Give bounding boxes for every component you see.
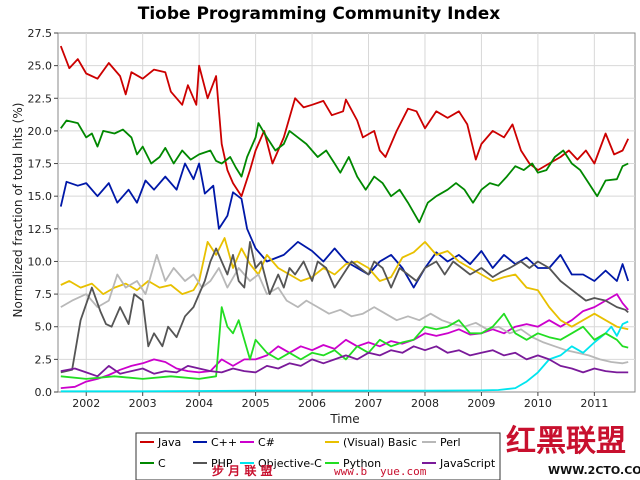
x-tick-label: 2004 [185,397,213,410]
x-tick-label: 2011 [580,397,608,410]
x-tick-label: 2003 [129,397,157,410]
x-axis-ticks: 2002 2003 2004 2005 2006 2007 2008 2009 2010 2011 [72,392,608,410]
x-axis-label: Time [329,412,359,426]
legend-label-c: C [158,457,166,470]
series-line-php [60,241,629,374]
legend-label-c: C++ [211,436,237,449]
y-tick-label: 12.5 [28,223,53,236]
watermark-url: WWW.2CTO.COM [548,464,640,477]
y-tick-label: 0.0 [35,386,53,399]
legend-label-php: PHP [211,457,233,470]
x-tick-label: 2009 [467,397,495,410]
legend: Java C++ C# (Visual) Basic Perl C PHP Objective… [140,436,496,470]
x-tick-label: 2008 [411,397,439,410]
y-tick-label: 5.0 [35,321,53,334]
series-line-javascript [60,345,629,378]
legend-box [135,432,501,480]
x-tick-label: 2005 [242,397,270,410]
legend-label-c: C# [258,436,275,449]
y-axis-ticks: 0.0 2.5 5.0 7.5 10.0 12.5 15.0 17.5 20.0 22.5 25.0… [28,27,58,399]
legend-label-visual-basic: (Visual) Basic [343,436,417,449]
watermark-strip-right: www.b [334,465,367,478]
y-tick-label: 25.0 [28,60,53,73]
legend-label-python: Python [343,457,381,470]
y-tick-label: 27.5 [28,27,53,40]
watermark-brand: 红黑联盟 [506,424,626,459]
x-tick-label: 2010 [524,397,552,410]
y-tick-label: 15.0 [28,190,53,203]
y-tick-label: 22.5 [28,92,53,105]
x-tick-label: 2002 [72,397,100,410]
plot-area [57,32,636,393]
y-tick-label: 2.5 [35,353,53,366]
legend-label-perl: Perl [440,436,461,449]
legend-label-objective-c: Objective-C [258,457,322,470]
y-tick-label: 20.0 [28,125,53,138]
y-tick-label: 17.5 [28,158,53,171]
series-line-visual-basic [60,237,629,331]
legend-label-javascript: JavaScript [439,457,496,470]
series-line-objective-c [60,320,629,393]
watermark: 红黑联盟 WWW.2CTO.COM 步 月 联 盟 www.b yue.com [212,424,640,478]
series-line-python [60,306,629,380]
watermark-strip-left: 步 月 联 盟 [212,463,273,478]
series-line-c [60,293,629,389]
x-tick-label: 2007 [355,397,383,410]
grid [58,33,635,392]
x-tick-label: 2006 [298,397,326,410]
series-line-c [60,119,629,224]
y-axis-label: Normalized fraction of total hits (%) [11,103,25,318]
y-tick-label: 7.5 [35,288,53,301]
watermark-strip-right-2: yue.com [380,465,427,478]
series-lines [59,45,630,393]
chart-title: Tiobe Programming Community Index [138,4,501,24]
y-tick-label: 10.0 [28,255,53,268]
legend-label-java: Java [157,436,181,449]
